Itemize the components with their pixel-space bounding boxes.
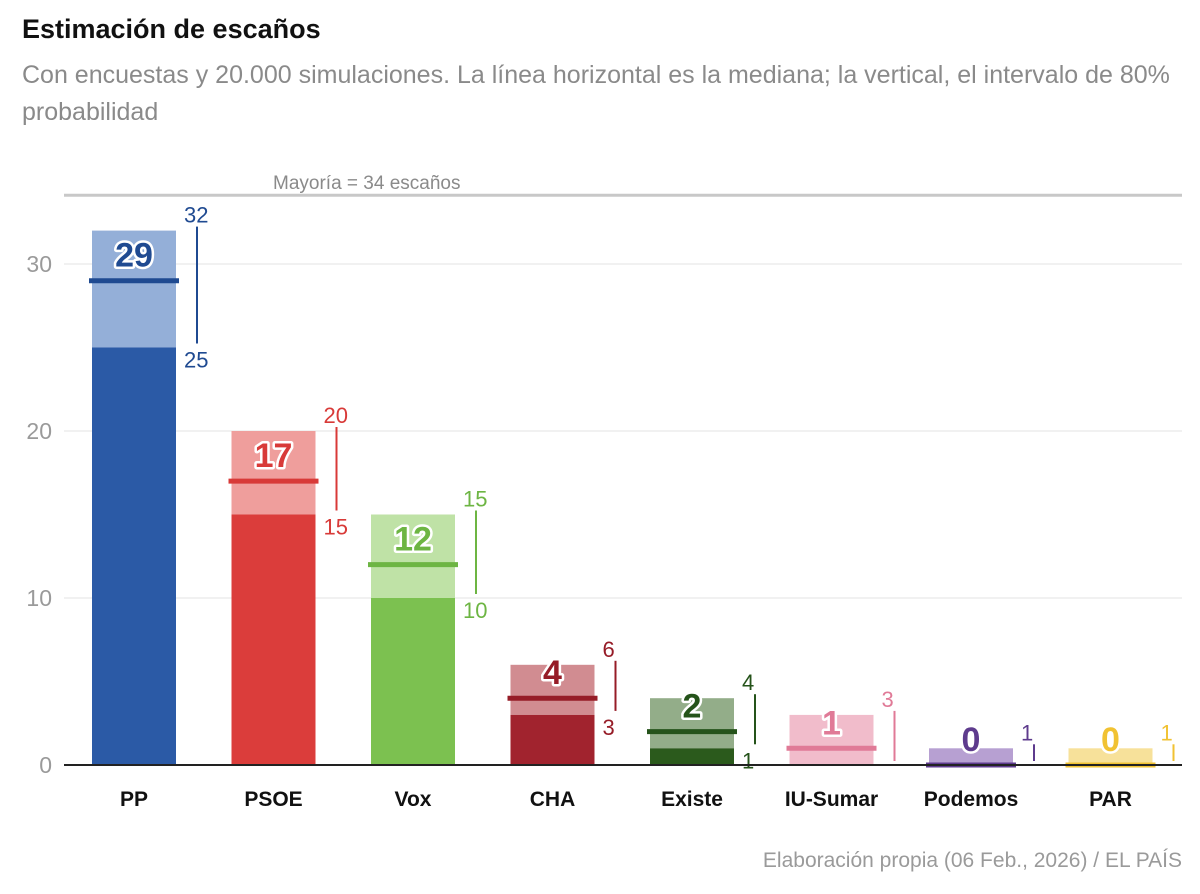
majority-label: Mayoría = 34 escaños — [273, 173, 460, 194]
median-label-par: 0 — [1101, 721, 1120, 759]
bar-interval-vox — [371, 514, 455, 598]
bar-interval-psoe — [231, 431, 316, 515]
bar-base-existe — [650, 748, 734, 765]
interval-high-label-psoe: 20 — [324, 403, 348, 428]
interval-high-label-cha: 6 — [603, 637, 615, 662]
bar-interval-par — [1068, 748, 1153, 765]
bar-interval-existe — [650, 698, 734, 749]
x-category-label-existe: Existe — [661, 788, 723, 811]
median-label-existe: 2 — [683, 688, 702, 726]
interval-high-label-par: 1 — [1161, 720, 1173, 745]
interval-low-label-pp: 25 — [184, 348, 208, 373]
bar-base-psoe — [231, 514, 316, 765]
bar-base-pp — [92, 347, 176, 765]
bar-interval-podemos — [929, 748, 1013, 765]
x-category-label-par: PAR — [1089, 788, 1132, 811]
x-category-label-cha: CHA — [530, 788, 576, 811]
y-tick-label-30: 30 — [26, 251, 52, 277]
interval-low-label-psoe: 15 — [324, 515, 348, 540]
interval-low-label-cha: 3 — [603, 715, 615, 740]
median-label-psoe: 17 — [255, 437, 293, 475]
median-label-vox: 12 — [394, 521, 432, 559]
bar-interval-pp — [92, 230, 176, 348]
x-category-label-iu-sumar: IU-Sumar — [785, 788, 878, 811]
bar-interval-cha — [510, 664, 595, 715]
interval-high-label-vox: 15 — [463, 487, 487, 512]
chart-subtitle: Con encuestas y 20.000 simulaciones. La … — [22, 61, 1170, 126]
interval-high-label-existe: 4 — [742, 670, 754, 695]
y-tick-label-0: 0 — [39, 752, 52, 778]
y-tick-label-20: 20 — [26, 418, 52, 444]
interval-high-label-pp: 32 — [184, 203, 208, 228]
bar-interval-iu-sumar — [789, 714, 874, 765]
bar-base-cha — [510, 714, 595, 765]
median-label-cha: 4 — [543, 654, 562, 692]
source-credit: Elaboración propia (06 Feb., 2026) / EL … — [762, 849, 1182, 872]
interval-low-label-existe: 1 — [742, 748, 754, 773]
median-label-pp: 29 — [115, 237, 153, 275]
x-category-label-pp: PP — [120, 788, 148, 811]
interval-high-label-podemos: 1 — [1021, 720, 1033, 745]
bar-base-vox — [371, 598, 455, 765]
median-label-iu-sumar: 1 — [822, 704, 841, 742]
x-category-label-vox: Vox — [395, 788, 432, 811]
x-category-label-podemos: Podemos — [924, 788, 1019, 811]
interval-high-label-iu-sumar: 3 — [882, 687, 894, 712]
chart-title: Estimación de escaños — [22, 14, 321, 44]
y-tick-label-10: 10 — [26, 585, 52, 611]
median-label-podemos: 0 — [962, 721, 981, 759]
x-category-label-psoe: PSOE — [244, 788, 302, 811]
interval-low-label-vox: 10 — [463, 598, 487, 623]
